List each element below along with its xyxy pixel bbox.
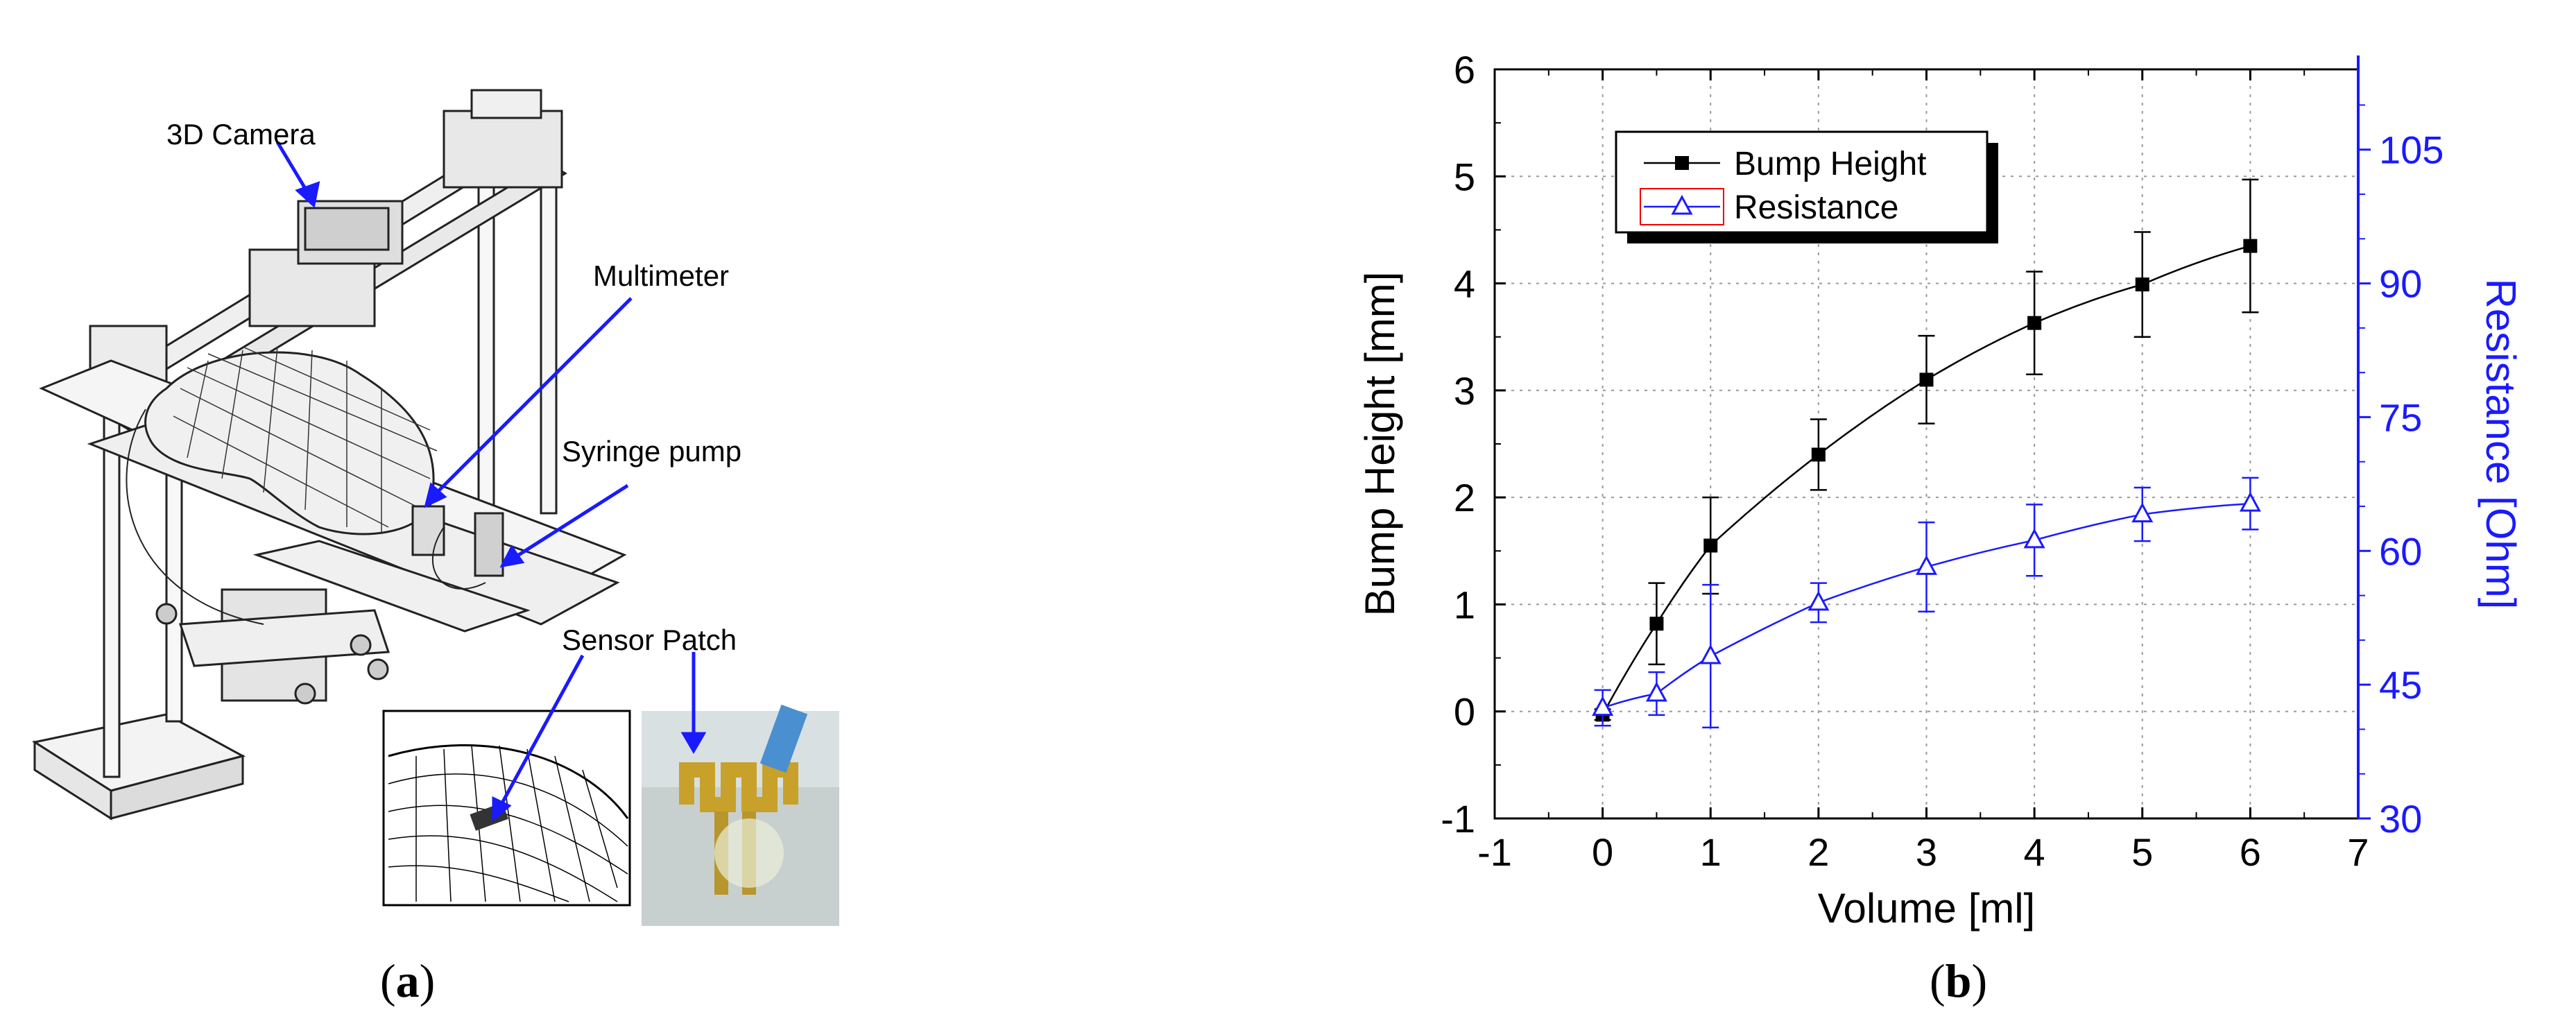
- camera-arrow: [275, 141, 311, 196]
- y-tick-label: 2: [1454, 476, 1475, 520]
- y-right-tick-label: 45: [2379, 663, 2422, 707]
- x-tick-label: 1: [1700, 830, 1721, 874]
- y-tick-label: 4: [1454, 262, 1475, 306]
- data-point: [1808, 590, 1830, 611]
- patch-label: Sensor Patch: [562, 624, 737, 656]
- x-tick-label: 5: [2131, 830, 2153, 874]
- camera-label: 3D Camera: [166, 118, 316, 151]
- data-point: [1703, 538, 1718, 553]
- sensor-patch-photo: [642, 704, 839, 926]
- multimeter-label: Multimeter: [593, 259, 729, 292]
- legend-box: [1615, 130, 1989, 234]
- legend: Bump Height Resistance: [1615, 130, 1998, 243]
- x-tick-label: 2: [1808, 830, 1829, 874]
- y-right-tick-label: 105: [2379, 128, 2444, 172]
- x-tick-label: 4: [2024, 830, 2045, 874]
- legend-marker: [1671, 194, 1693, 215]
- apparatus-illustration: 3D Camera Multimeter Syringe pump Sensor…: [32, 89, 839, 926]
- y-tick-label: 3: [1454, 369, 1475, 413]
- y-tick-label: 0: [1454, 690, 1475, 734]
- data-point: [2239, 491, 2261, 512]
- panel-a-apparatus: 3D Camera Multimeter Syringe pump Sensor…: [0, 0, 902, 1030]
- legend-marker: [1675, 156, 1689, 170]
- photo-arrowhead: [680, 732, 707, 754]
- data-point: [1645, 681, 1667, 702]
- data-point: [1699, 644, 1721, 664]
- x-axis-label: Volume [ml]: [1818, 885, 2035, 932]
- x-tick-label: 0: [1592, 830, 1613, 874]
- data-point: [1649, 617, 1664, 631]
- y-right-tick-label: 90: [2379, 262, 2422, 306]
- data-point: [2243, 239, 2258, 253]
- data-point: [1919, 372, 1934, 387]
- series-line: [1602, 245, 2251, 715]
- x-tick-label: 6: [2240, 830, 2261, 874]
- panel-b-chart: -1 0 1 2 3 4 5 6 7 -1 0 1 2 3 4 5 6 30 45 60 75 90 105 Volume …: [902, 0, 2576, 1030]
- y-right-tick-label: 30: [2379, 797, 2422, 841]
- patch-arrowhead: [492, 796, 512, 823]
- x-tick-label: 7: [2347, 830, 2369, 874]
- legend-label: Bump Height: [1734, 146, 1926, 182]
- y-tick-label: 5: [1454, 155, 1475, 198]
- patch-arrow: [497, 654, 585, 809]
- multimeter-arrowhead: [424, 482, 447, 508]
- syringe-arrowhead: [499, 544, 525, 568]
- callout-arrows: [275, 141, 707, 823]
- apparatus-drawing: [32, 89, 627, 821]
- data-point: [1915, 555, 1938, 575]
- y-tick-label: -1: [1441, 797, 1475, 841]
- y-axis-label-left: Bump Height [mm]: [1357, 272, 1403, 617]
- data-point: [2131, 502, 2154, 523]
- legend-label: Resistance: [1734, 189, 1898, 226]
- syringe-label: Syringe pump: [562, 435, 741, 467]
- series-bump-height: [1594, 178, 2259, 722]
- caption-a-letter: a: [395, 954, 420, 1007]
- legend-highlight: [1640, 188, 1724, 225]
- data-point: [2023, 528, 2045, 549]
- y-right-tick-label: 75: [2379, 395, 2422, 439]
- y-tick-label: 6: [1454, 48, 1475, 92]
- data-point: [2027, 316, 2042, 330]
- caption-b-letter: b: [1945, 954, 1972, 1007]
- y-right-tick-label: 60: [2379, 529, 2422, 573]
- series-group: [1592, 178, 2261, 729]
- data-point: [1811, 447, 1826, 462]
- caption-b: (b): [1930, 954, 1988, 1007]
- x-tick-label: 3: [1916, 830, 1937, 874]
- legend-items: Bump Height Resistance: [1640, 146, 1926, 226]
- data-point: [1592, 696, 1614, 716]
- y-axis-label-right: Resistance [Ohm]: [2478, 279, 2524, 610]
- x-tick-label: -1: [1477, 830, 1512, 874]
- syringe-arrow: [512, 483, 629, 560]
- series-resistance: [1592, 477, 2261, 729]
- data-point: [2135, 277, 2149, 292]
- multimeter-arrow: [432, 297, 633, 497]
- y-tick-label: 1: [1454, 583, 1475, 626]
- caption-a: (a): [380, 954, 436, 1007]
- camera-arrowhead: [295, 181, 320, 208]
